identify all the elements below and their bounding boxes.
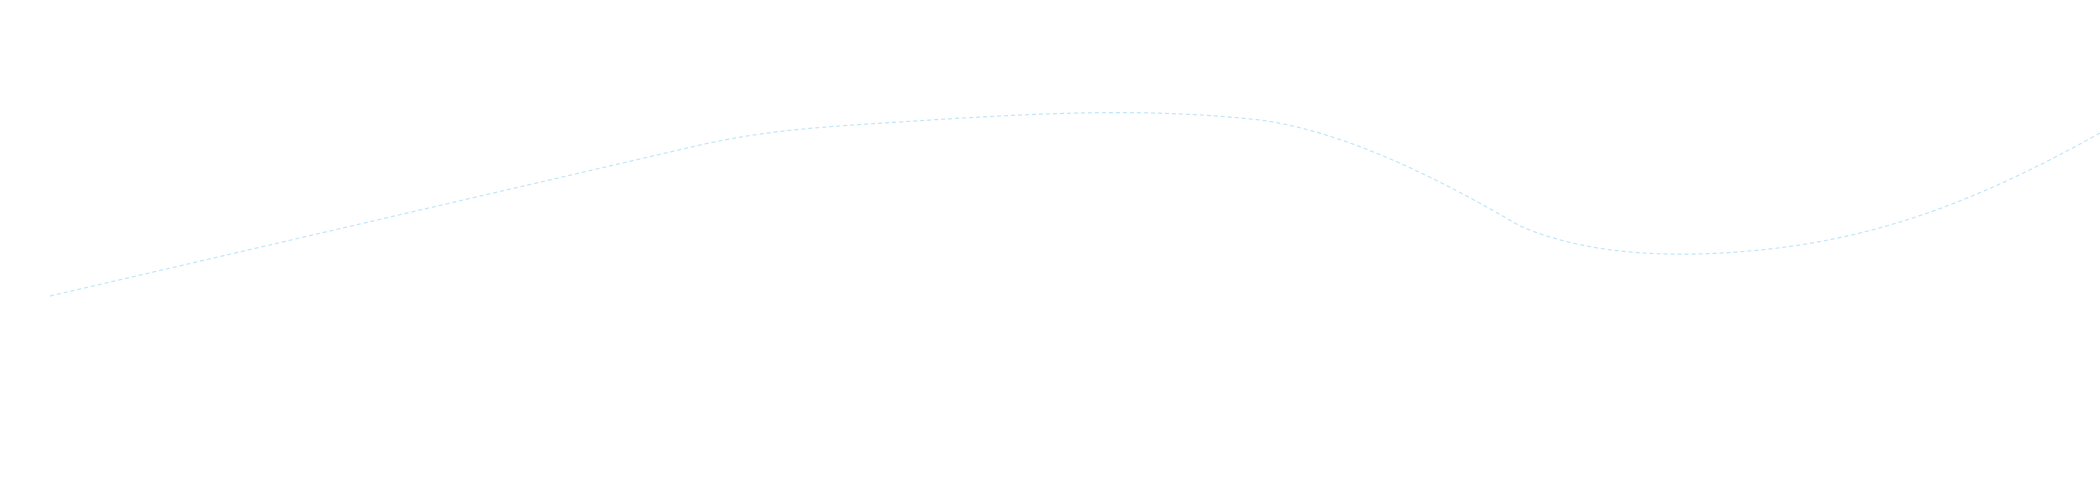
- dashed-curve: [49, 112, 2100, 297]
